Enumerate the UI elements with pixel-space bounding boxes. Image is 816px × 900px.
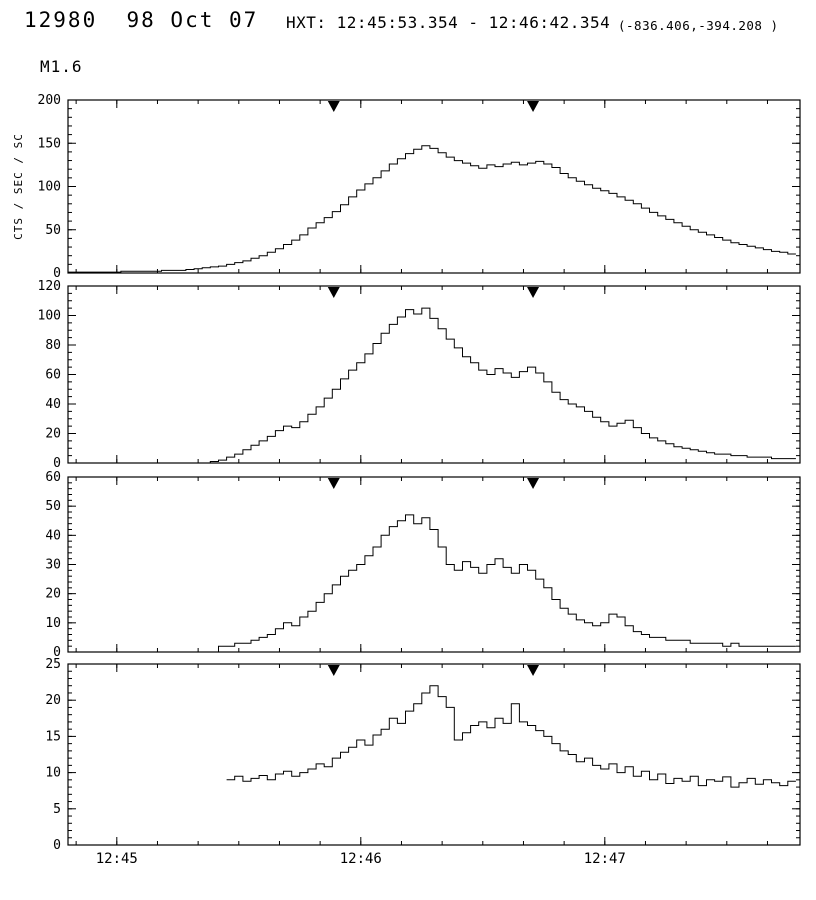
y-tick-label: 150 (38, 136, 61, 151)
y-tick-label: 0 (53, 645, 61, 660)
y-tick-label: 0 (53, 266, 61, 281)
y-tick-label: 0 (53, 456, 61, 471)
y-tick-label: 30 (45, 558, 61, 573)
panel-3: 0 10 20 30 40 50 60 (45, 470, 801, 660)
y-tick-label: 50 (45, 223, 61, 238)
panel-2: 0 20 40 60 80 100 120 (38, 279, 801, 471)
hxt-time-range: HXT: 12:45:53.354 - 12:46:42.354 (286, 13, 611, 32)
panel-4: 12:45 12:46 12:47 0 5 10 15 20 25 (45, 657, 801, 867)
y-tick-label: 25 (45, 657, 61, 672)
lightcurve-series-1 (68, 145, 796, 273)
y-tick-label: 20 (45, 587, 61, 602)
pointing-coordinates: (-836.406,-394.208 ) (618, 18, 779, 33)
interval-flag-markers (327, 287, 540, 298)
y-tick-label: 40 (45, 528, 61, 543)
y-tick-label: 100 (38, 309, 61, 324)
y-tick-label: 100 (38, 180, 61, 195)
y-tick-label: 10 (45, 766, 61, 781)
y-tick-label: 0 (53, 838, 61, 853)
lightcurve-series-3 (68, 514, 796, 653)
goes-class-label: M1.6 (40, 57, 83, 76)
frame-title: 12980 98 Oct 07 (24, 8, 259, 32)
y-tick-label: 40 (45, 397, 61, 412)
lightcurve-series-2 (68, 307, 796, 464)
x-tick-label: 12:46 (340, 851, 382, 867)
y-tick-label: 20 (45, 427, 61, 442)
x-tick-label: 12:45 (96, 851, 138, 867)
interval-flag-markers (327, 101, 540, 112)
y-tick-label: 20 (45, 693, 61, 708)
interval-flag-markers (327, 665, 540, 676)
y-tick-label: 50 (45, 499, 61, 514)
panel-1: 0 50 100 150 200 (38, 93, 801, 281)
y-tick-label: 60 (45, 470, 61, 485)
y-tick-label: 200 (38, 93, 61, 108)
y-axis-title: CTS / SEC / SC (12, 133, 25, 240)
y-tick-label: 120 (38, 279, 61, 294)
y-tick-label: 5 (53, 802, 61, 817)
y-tick-label: 80 (45, 338, 61, 353)
x-tick-label: 12:47 (584, 851, 626, 867)
interval-flag-markers (327, 478, 540, 489)
y-tick-label: 10 (45, 616, 61, 631)
lightcurve-series-4 (226, 685, 796, 788)
y-tick-label: 60 (45, 368, 61, 383)
y-tick-label: 15 (45, 729, 61, 744)
